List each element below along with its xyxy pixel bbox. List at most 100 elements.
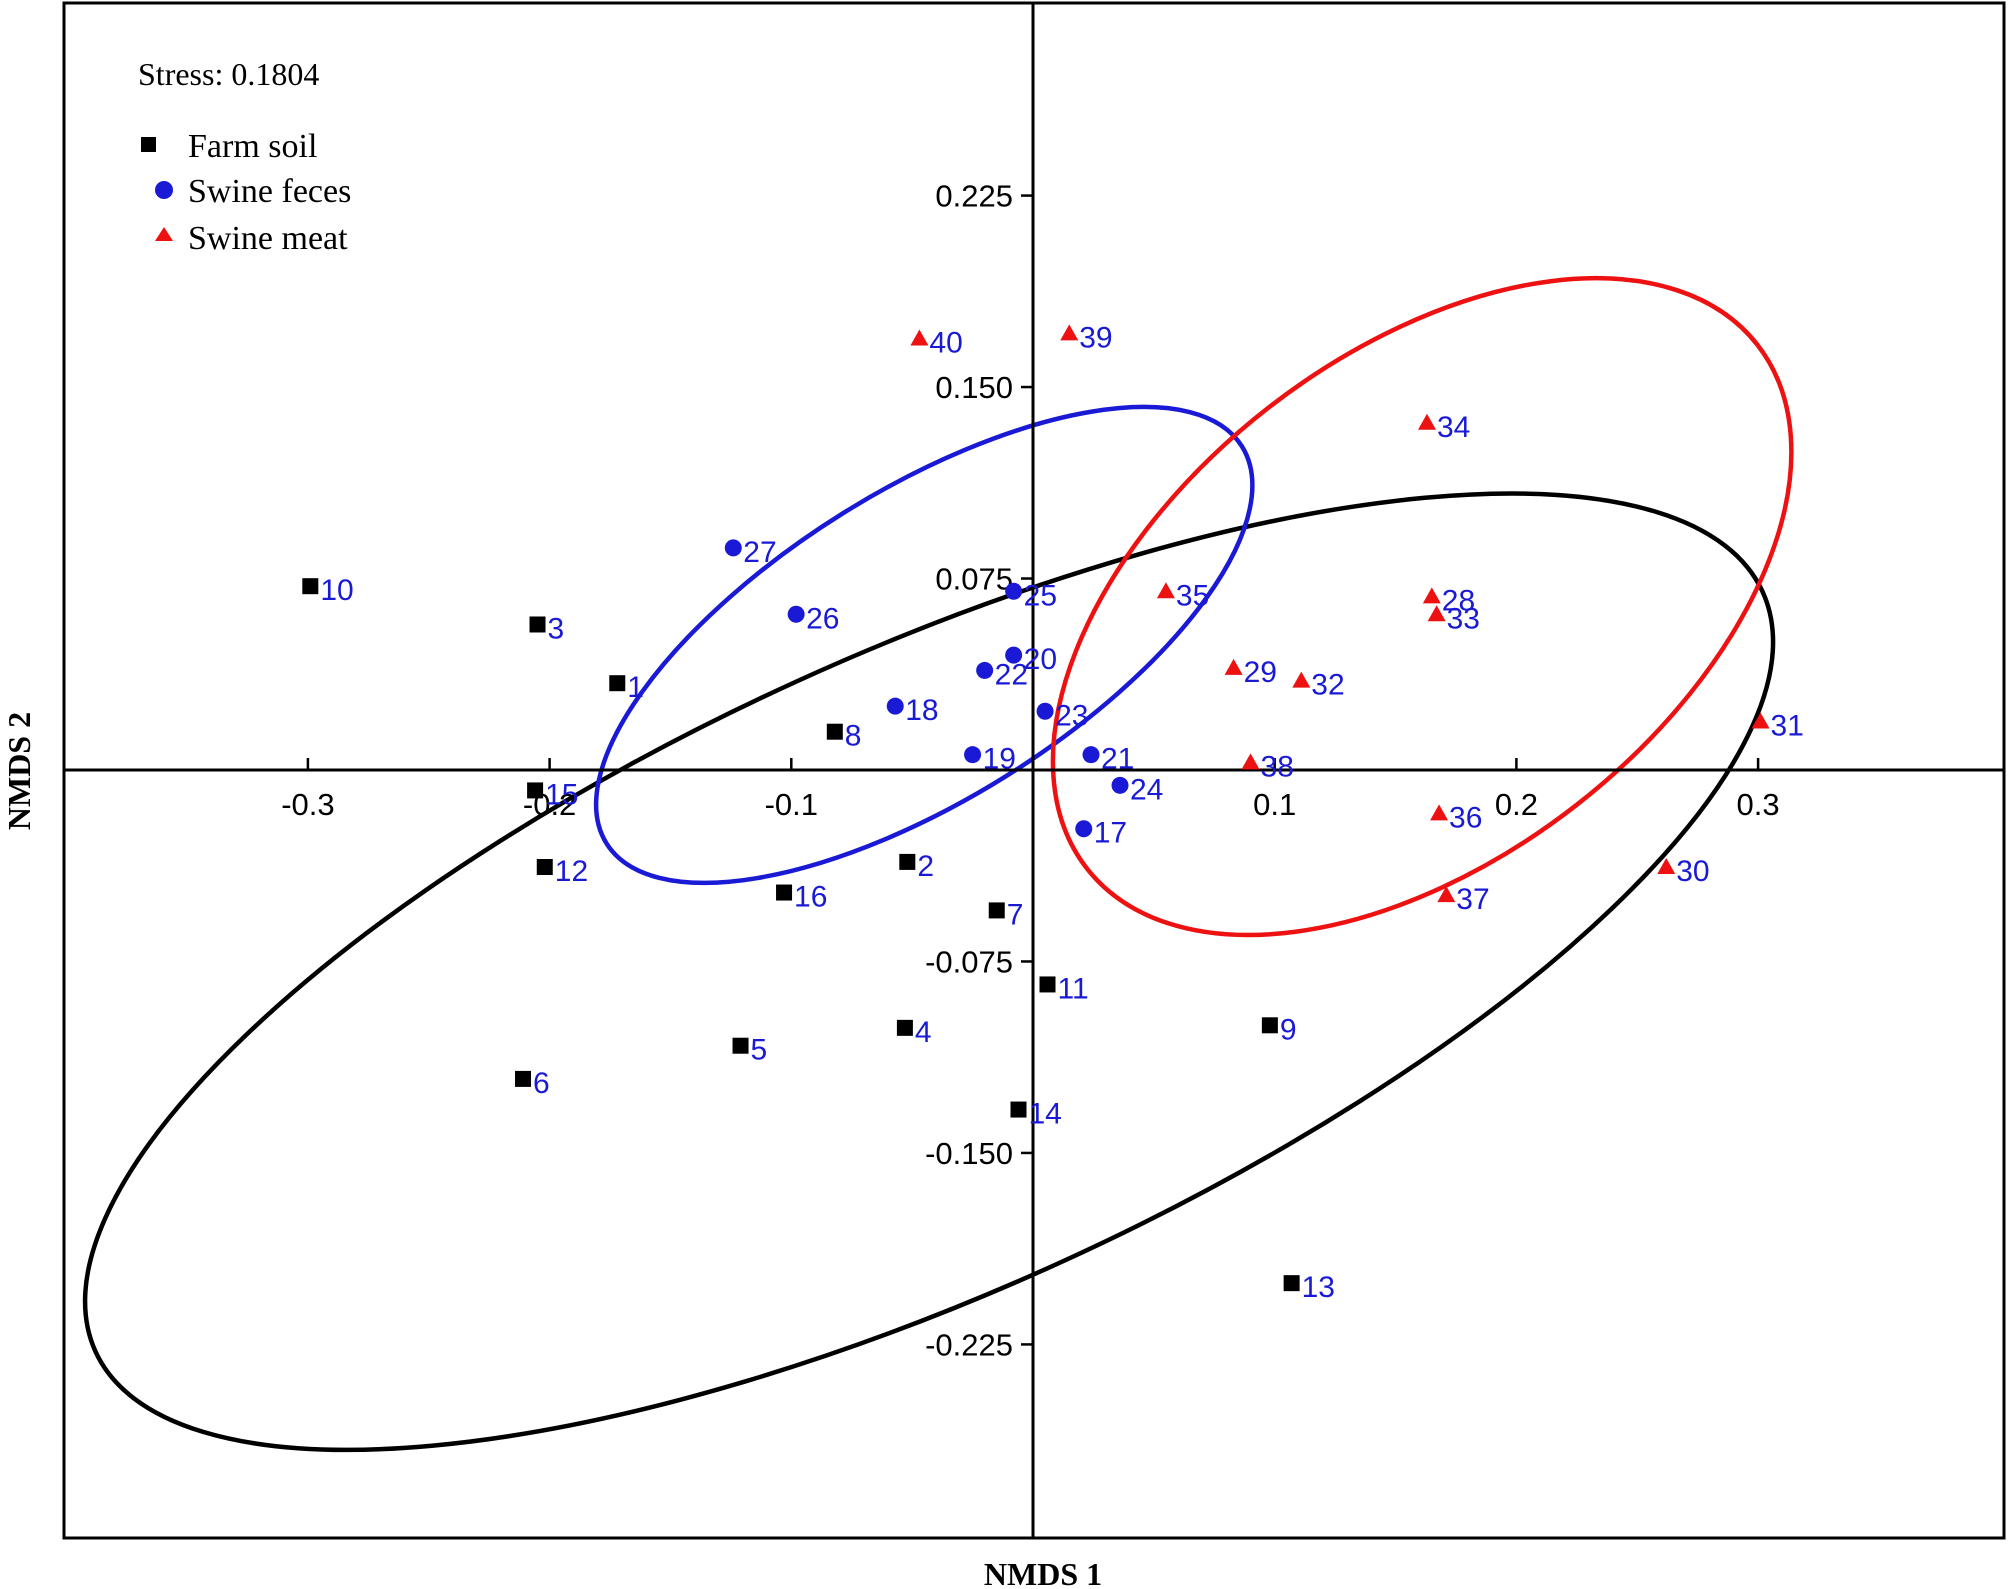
point-label: 36: [1449, 801, 1482, 834]
point-label: 31: [1771, 709, 1804, 742]
point-label: 39: [1079, 321, 1112, 354]
y-tick-label: 0.075: [935, 562, 1013, 597]
ellipse-swine-feces: [593, 404, 1255, 886]
point-label: 21: [1101, 743, 1134, 776]
x-tick-label: 0.1: [1253, 787, 1296, 822]
x-axis-title: NMDS 1: [984, 1556, 1102, 1589]
swine-feces-point: [976, 661, 994, 679]
point-label: 11: [1058, 972, 1089, 1005]
point-label: 22: [995, 658, 1028, 691]
legend-triangle-icon: [155, 227, 173, 241]
y-tick-label: 0.225: [935, 179, 1013, 214]
farm-soil-point: [1283, 1275, 1300, 1292]
swine-meat-point: [1657, 858, 1676, 875]
farm-soil-point: [1039, 976, 1056, 993]
x-tick-label: -0.1: [765, 787, 818, 822]
farm-soil-point: [732, 1037, 749, 1054]
point-label: 13: [1302, 1271, 1335, 1304]
farm-soil-point: [529, 616, 546, 633]
swine-feces-point: [724, 539, 742, 557]
ellipse-layer: [82, 275, 1794, 1453]
point-label: 37: [1456, 883, 1489, 916]
farm-soil-point: [826, 723, 843, 740]
farm-soil-point: [776, 884, 793, 901]
y-tick-label: 0.150: [935, 370, 1013, 405]
swine-meat-point: [1292, 671, 1311, 688]
farm-soil-point: [1010, 1101, 1027, 1118]
point-label: 15: [545, 778, 578, 811]
swine-meat-point: [1241, 753, 1260, 770]
point-label: 1: [627, 671, 644, 704]
legend-label-swine-feces: Swine feces: [188, 173, 351, 210]
swine-feces-point: [1075, 820, 1093, 838]
point-label: 29: [1244, 656, 1277, 689]
y-tick-label: -0.225: [925, 1327, 1013, 1362]
point-label: 30: [1676, 855, 1709, 888]
point-label: 17: [1094, 817, 1127, 850]
ellipse-swine-meat: [1050, 275, 1794, 938]
swine-meat-point: [1417, 413, 1436, 430]
point-label: 8: [845, 720, 862, 753]
x-tick-label: -0.3: [281, 787, 334, 822]
swine-feces-point: [1005, 582, 1023, 600]
legend-label-farm-soil: Farm soil: [188, 128, 317, 165]
farm-soil-point: [609, 675, 626, 692]
point-label: 28: [1442, 584, 1475, 617]
swine-meat-point: [1430, 804, 1449, 821]
point-label: 2: [917, 850, 934, 883]
swine-meat-point: [1751, 712, 1770, 729]
farm-soil-point: [988, 902, 1005, 919]
legend-label-swine-meat: Swine meat: [188, 220, 348, 257]
swine-feces-point: [886, 697, 904, 715]
swine-meat-point: [1060, 324, 1079, 341]
point-label: 35: [1176, 579, 1209, 612]
point-label: 12: [555, 855, 588, 888]
ellipse-farm-soil: [82, 491, 1776, 1453]
swine-meat-point: [1427, 605, 1446, 622]
point-label: 10: [320, 574, 353, 607]
axes-layer: -0.3 -0.2 -0.1 0.1 0.2 0.30.2250.1500.075-0.0…: [64, 3, 2004, 1538]
point-label: 34: [1437, 411, 1470, 444]
swine-feces-point: [1111, 776, 1129, 794]
swine-feces-point: [1005, 646, 1023, 664]
point-label: 9: [1280, 1013, 1297, 1046]
point-label: 26: [806, 602, 839, 635]
farm-soil-point: [302, 578, 319, 595]
y-tick-label: -0.150: [925, 1136, 1013, 1171]
point-label: 23: [1055, 699, 1088, 732]
point-label: 7: [1007, 898, 1024, 931]
point-label: 6: [533, 1067, 550, 1100]
swine-feces-point: [1082, 746, 1100, 764]
legend-square-icon: [141, 137, 156, 152]
stress-text: Stress: 0.1804: [138, 56, 319, 92]
y-tick-label: -0.075: [925, 944, 1013, 979]
farm-soil-point: [527, 782, 544, 799]
point-label: 24: [1130, 773, 1163, 806]
x-tick-label: 0.2: [1495, 787, 1538, 822]
swine-feces-point: [1036, 702, 1054, 720]
farm-soil-point: [515, 1070, 532, 1087]
legend-circle-icon: [155, 181, 173, 199]
point-label: 20: [1024, 643, 1057, 676]
point-label: 14: [1028, 1098, 1061, 1131]
point-label: 38: [1261, 750, 1294, 783]
point-label: 33: [1447, 602, 1480, 635]
point-label: 5: [751, 1034, 768, 1067]
point-label: 18: [905, 694, 938, 727]
farm-soil-point: [899, 853, 916, 870]
swine-meat-point: [910, 329, 929, 346]
points-layer: 1234567891011121314151617181920212223242…: [302, 321, 1804, 1304]
y-axis-title: NMDS 2: [1, 712, 37, 830]
swine-meat-point: [1156, 582, 1175, 599]
point-label: 4: [915, 1016, 932, 1049]
farm-soil-point: [536, 859, 553, 876]
swine-feces-point: [787, 605, 805, 623]
point-label: 19: [983, 743, 1016, 776]
swine-meat-point: [1437, 886, 1456, 903]
legend: Farm soil Swine feces Swine meat: [141, 128, 351, 257]
farm-soil-point: [896, 1019, 913, 1036]
swine-meat-point: [1224, 658, 1243, 675]
x-tick-label: 0.3: [1737, 787, 1780, 822]
farm-soil-point: [1261, 1017, 1278, 1034]
